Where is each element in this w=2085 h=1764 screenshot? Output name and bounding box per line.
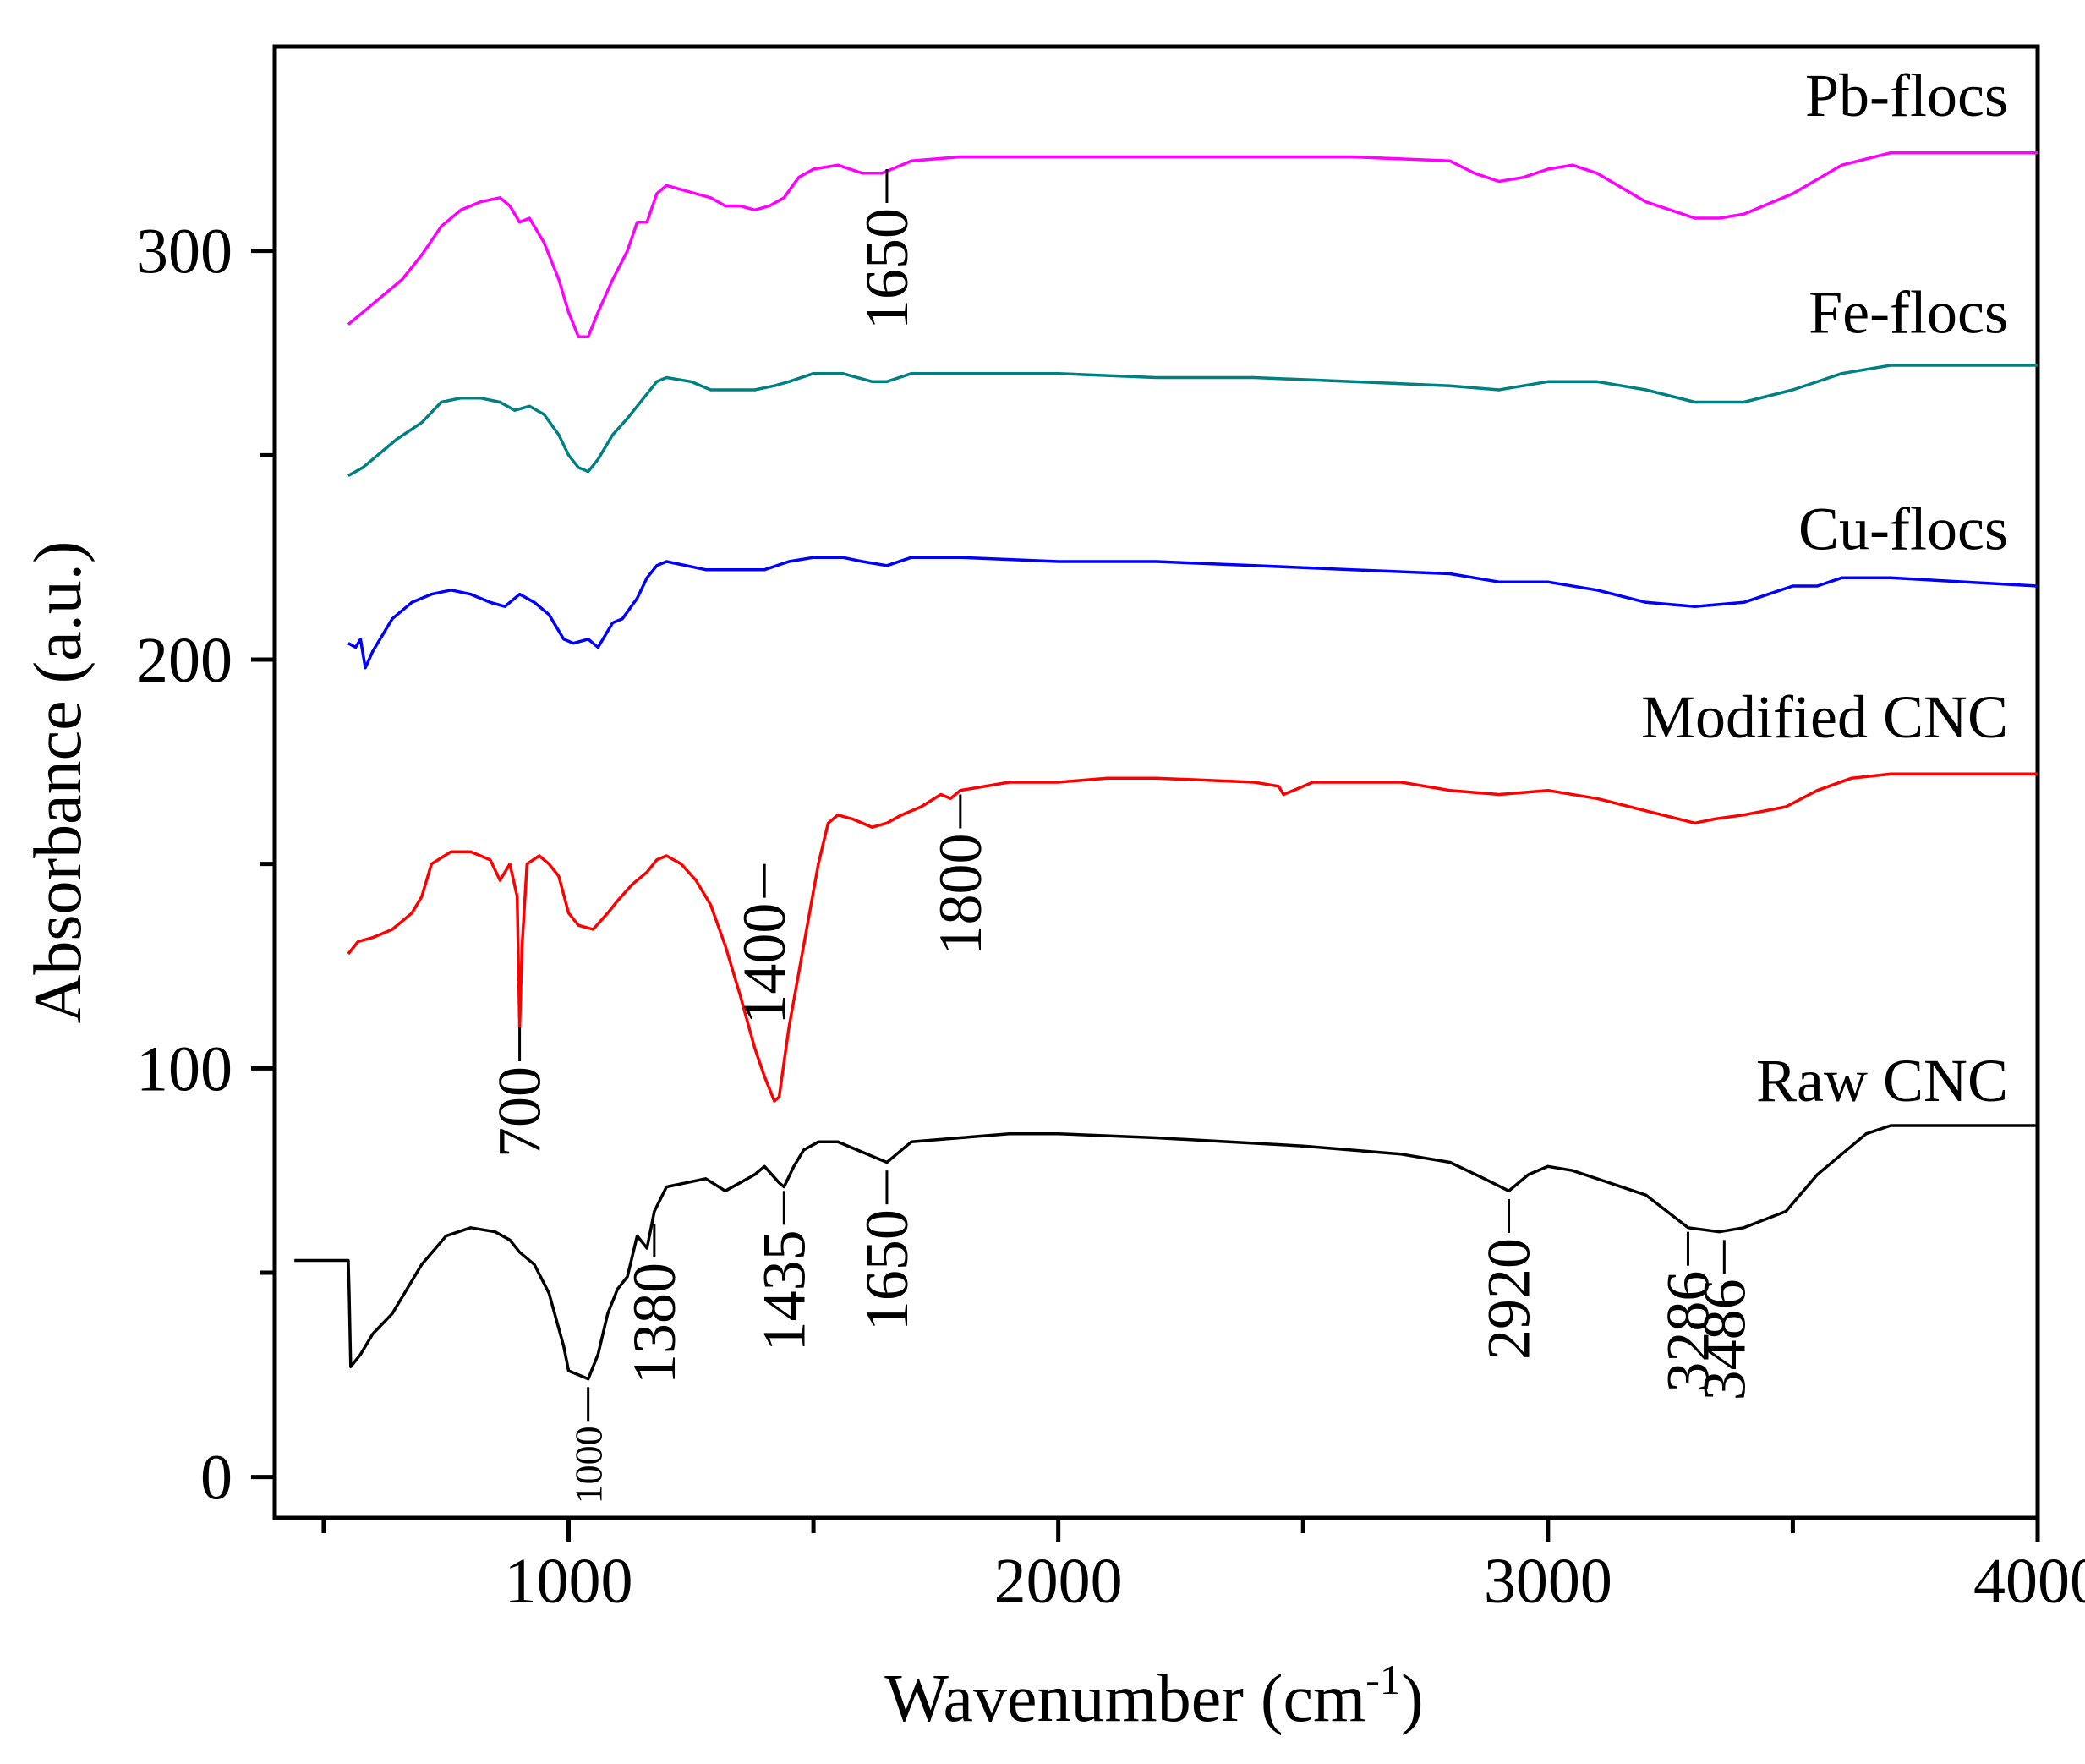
x-tick-label: 3000 <box>1484 1546 1612 1617</box>
peak-label: 2920 <box>1475 1238 1543 1360</box>
peak-label: 1650 <box>853 1209 921 1331</box>
plot-frame <box>272 44 2040 1520</box>
x-tick-label: 2000 <box>994 1546 1123 1617</box>
peak-label: 1400 <box>731 903 798 1025</box>
legend-label: Fe-flocs <box>1809 278 2008 346</box>
series-line-fe-flocs <box>348 364 2038 478</box>
legend-label: Pb-flocs <box>1805 62 2008 129</box>
peak-label: 700 <box>486 1066 554 1158</box>
peak-label: 3286 <box>1654 1271 1721 1393</box>
peak-label: 3486 <box>1690 1279 1758 1400</box>
x-axis-title-close: ) <box>1401 1662 1424 1736</box>
legend-label: Raw CNC <box>1756 1047 2008 1115</box>
y-axis-title: Absorbance (a.u.) <box>21 541 96 1024</box>
legend-label: Cu-flocs <box>1798 496 2008 563</box>
peak-label: 1800 <box>927 834 994 956</box>
y-tick-label: 0 <box>200 1443 233 1514</box>
y-tick-label: 100 <box>136 1033 233 1104</box>
x-axis-title: Wavenumber (cm-1) <box>884 1656 1423 1736</box>
legend-label: Modified CNC <box>1641 683 2008 751</box>
y-axis-ticks: 0 100 200 300 <box>136 216 275 1514</box>
legend: Pb-flocs Fe-flocs Cu-flocs Modified CNC Raw … <box>1641 62 2008 1115</box>
peak-label: 1435 <box>750 1230 818 1351</box>
series-line-cu-flocs <box>348 556 2038 670</box>
peak-annotations: 1650 1800 1400 700 1000 1380 1435 1650 2920 32863… <box>486 169 1758 1504</box>
series-line-pb-flocs <box>347 151 2038 338</box>
series-line-modified-cnc <box>347 772 2038 1103</box>
y-tick-label: 300 <box>136 216 233 288</box>
x-tick-label: 1000 <box>505 1546 633 1617</box>
peak-label: 1650 <box>853 208 921 330</box>
series-lines <box>294 151 2038 1381</box>
series-line-raw-cnc <box>294 1124 2038 1381</box>
peak-label: 1000 <box>567 1426 610 1504</box>
peak-label: 1380 <box>621 1263 688 1384</box>
x-axis-title-superscript: -1 <box>1365 1656 1401 1703</box>
y-tick-label: 200 <box>136 625 233 696</box>
